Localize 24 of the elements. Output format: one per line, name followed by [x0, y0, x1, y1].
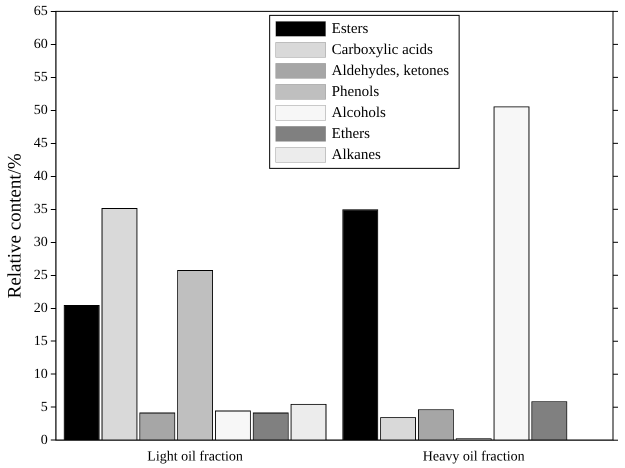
legend-label: Aldehydes, ketones	[332, 62, 450, 79]
legend-label: Alkanes	[332, 146, 381, 163]
y-tick-label: 55	[34, 70, 48, 86]
legend-label: Phenols	[332, 84, 380, 100]
y-tick-label: 5	[40, 400, 48, 415]
y-tick-label: 20	[34, 300, 48, 316]
y-tick-label: 65	[34, 4, 48, 20]
y-tick-label: 0	[40, 432, 48, 448]
y-tick-label: 35	[34, 202, 48, 217]
legend-label: Alcohols	[332, 104, 386, 121]
legend-label: Carboxylic acids	[332, 42, 434, 58]
y-tick-label: 40	[34, 168, 48, 184]
y-tick-label: 25	[34, 268, 48, 283]
y-axis-title: Relative content/%	[4, 153, 26, 298]
x-tick-label: Heavy oil fraction	[422, 449, 525, 464]
y-tick-label: 15	[34, 334, 48, 349]
legend-label: Esters	[332, 20, 368, 37]
y-tick-label: 50	[34, 103, 48, 118]
y-tick-label: 30	[34, 234, 48, 250]
legend-label: Ethers	[332, 126, 370, 142]
y-tick-label: 10	[34, 366, 48, 382]
x-tick-label: Light oil fraction	[147, 449, 243, 464]
y-tick-label: 45	[34, 136, 48, 152]
y-tick-label: 60	[34, 37, 48, 52]
